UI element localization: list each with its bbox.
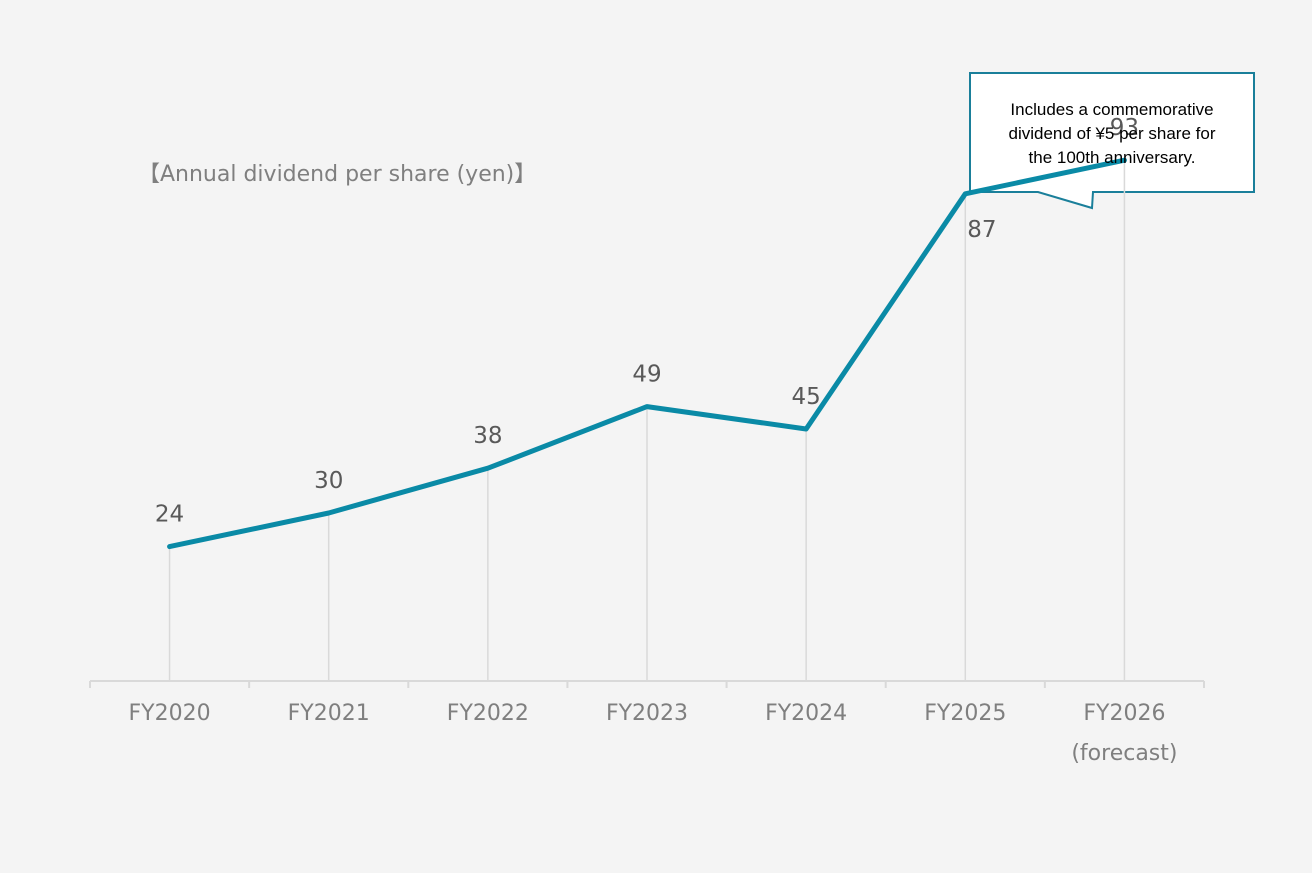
x-axis-tick-labels: FY2020 FY2021 FY2022 FY2023 FY2024 FY2025 FY20… bbox=[129, 701, 1178, 766]
data-label: 30 bbox=[314, 468, 343, 494]
data-label: 24 bbox=[155, 502, 184, 528]
data-label: 45 bbox=[792, 384, 821, 410]
x-tick-label: FY2025 bbox=[924, 701, 1006, 726]
annotation-line-2: dividend of ¥5 per share for bbox=[1008, 124, 1216, 143]
data-labels: 24 30 38 49 45 87 93 bbox=[155, 115, 1139, 527]
x-tick-label: FY2020 bbox=[129, 701, 211, 726]
annotation-line-3: the 100th anniversary. bbox=[1028, 148, 1196, 167]
series-line bbox=[167, 157, 1127, 550]
data-label: 49 bbox=[632, 362, 661, 388]
chart-title: 【Annual dividend per share (yen)】 bbox=[138, 162, 537, 187]
x-tick-label: FY2026 bbox=[1083, 701, 1165, 726]
x-tick-label: FY2021 bbox=[288, 701, 370, 726]
x-tick-label: (forecast) bbox=[1071, 741, 1177, 766]
x-axis-ticks bbox=[89, 681, 1205, 688]
annotation-line-1: Includes a commemorative bbox=[1010, 100, 1214, 119]
x-tick-label: FY2023 bbox=[606, 701, 688, 726]
data-label: 38 bbox=[473, 423, 502, 449]
annotation-text: Includes a commemorative dividend of ¥5 … bbox=[972, 98, 1252, 170]
x-tick-label: FY2022 bbox=[447, 701, 529, 726]
data-label: 87 bbox=[967, 217, 996, 243]
x-tick-label: FY2024 bbox=[765, 701, 847, 726]
drop-lines bbox=[168, 160, 1126, 681]
data-label: 93 bbox=[1110, 115, 1139, 141]
